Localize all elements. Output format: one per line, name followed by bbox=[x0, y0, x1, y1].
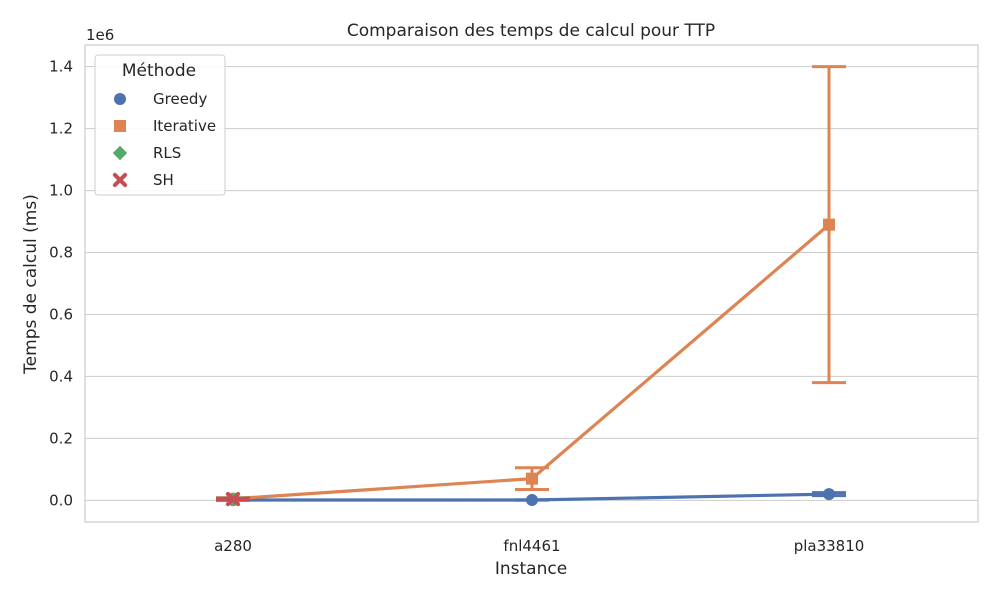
series-iterative bbox=[216, 65, 846, 505]
legend-marker-sh bbox=[112, 172, 128, 188]
legend-marker-rls bbox=[112, 145, 128, 161]
x-tick-label: a280 bbox=[214, 537, 252, 555]
legend-marker-greedy bbox=[114, 93, 126, 105]
y-tick-label: 0.4 bbox=[49, 367, 73, 385]
y-tick-label: 1.0 bbox=[49, 182, 73, 200]
legend-marker-iterative bbox=[114, 120, 126, 132]
x-tick-label: fnl4461 bbox=[503, 537, 560, 555]
x-tick-labels: a280 fnl4461 pla33810 bbox=[214, 537, 864, 555]
y-tick-label: 0.0 bbox=[49, 491, 73, 509]
data-point-iterative bbox=[526, 472, 538, 485]
data-point-greedy bbox=[823, 488, 835, 501]
legend-item-sh: SH bbox=[112, 171, 174, 189]
legend-label-greedy: Greedy bbox=[153, 90, 207, 108]
plot-frame bbox=[84, 44, 979, 523]
legend-box bbox=[94, 54, 226, 196]
series-sh bbox=[216, 491, 250, 507]
data-point-iterative bbox=[823, 218, 835, 231]
y-tick-label: 1.4 bbox=[49, 58, 73, 76]
legend-item-rls: RLS bbox=[112, 144, 181, 162]
grid-lines bbox=[85, 66, 978, 501]
chart-title: Comparaison des temps de calcul pour TTP bbox=[347, 21, 715, 41]
legend-item-greedy: Greedy bbox=[114, 90, 207, 108]
x-axis-label: Instance bbox=[495, 559, 567, 579]
data-point-greedy bbox=[526, 494, 538, 507]
x-tick-label: pla33810 bbox=[794, 537, 865, 555]
legend: Méthode Greedy Iterative RLS SH bbox=[94, 54, 226, 196]
legend-label-rls: RLS bbox=[153, 144, 181, 162]
y-tick-labels: 0.0 0.2 0.4 0.6 0.8 1.0 1.2 1.4 bbox=[49, 58, 73, 510]
legend-item-iterative: Iterative bbox=[114, 117, 216, 135]
y-axis-label: Temps de calcul (ms) bbox=[21, 194, 41, 375]
y-tick-label: 1.2 bbox=[49, 120, 73, 138]
series-layer bbox=[216, 65, 846, 507]
y-axis-exponent: 1e6 bbox=[86, 26, 114, 44]
y-tick-label: 0.8 bbox=[49, 244, 73, 262]
data-point-sh bbox=[225, 491, 241, 507]
legend-items: Greedy Iterative RLS SH bbox=[112, 90, 216, 189]
y-tick-label: 0.6 bbox=[49, 305, 73, 323]
legend-title: Méthode bbox=[122, 61, 196, 81]
legend-label-iterative: Iterative bbox=[153, 117, 216, 135]
series-line-iterative bbox=[232, 223, 831, 501]
y-tick-label: 0.2 bbox=[49, 429, 73, 447]
legend-label-sh: SH bbox=[153, 171, 174, 189]
